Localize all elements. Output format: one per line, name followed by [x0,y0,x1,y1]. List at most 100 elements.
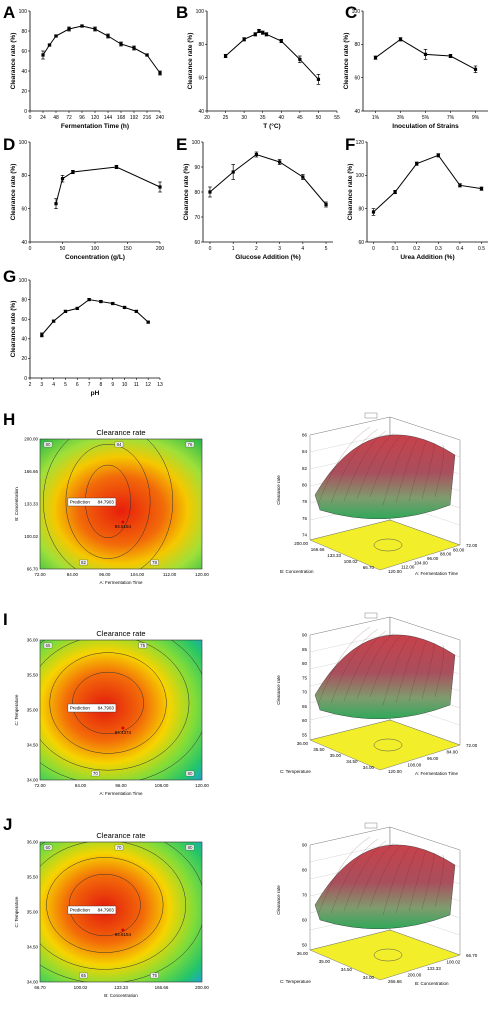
data-point [279,39,283,43]
x3d-tick-label: 34.50 [346,759,358,764]
y-tick-label: 20 [21,356,27,362]
panel-label-b: B [176,3,188,22]
x-tick-label: 25 [223,115,229,121]
contour-label: 65 [45,643,51,648]
z-tick-label: 74 [302,533,308,538]
data-point [231,170,235,174]
contour-label-box [79,559,88,566]
prediction-box [67,905,117,915]
y-axis-title-h: B: Concentration [14,487,19,521]
data-point [93,27,97,31]
response-surface [314,844,456,930]
mesh-line [395,438,419,504]
x-tick-label: 2 [255,246,258,252]
y-tick-label: 90 [194,165,200,171]
contour-label-box [114,844,124,851]
response-surface [314,434,456,520]
mesh-line [356,842,395,910]
y-tick-label: 36.00 [27,840,39,845]
y-tick-label: 100 [19,278,28,284]
y-tick-label: 34.50 [27,945,39,950]
y-tick-label: 80 [194,190,200,196]
x-tick-label: 144 [104,115,113,121]
x-tick-label: 9 [111,382,114,388]
x-tick-label: 216 [143,115,152,121]
contour-charts: Clearance rate 80 82 84 78 76 Prediction 84.790… [14,412,478,998]
floor-contour [373,948,403,962]
x-tick-label: 240 [156,115,165,121]
prediction-value: 84.7903 [98,908,115,913]
grid-line [309,433,391,453]
contour-label-box [43,642,53,649]
x-tick-label: 3 [40,382,43,388]
data-point [99,299,103,304]
contour-label: 75 [140,643,146,648]
data-point [393,190,397,194]
data-point [371,210,376,214]
contour-title-j: Clearance rate [96,831,145,840]
floor-plane [309,519,461,571]
mesh-line [369,844,403,908]
panel-label-d: D [3,135,15,154]
data-point [298,57,302,61]
x-tick-label: 8 [100,382,103,388]
y-tick-label: 66.70 [27,567,39,572]
x-tick-label: 104.00 [130,572,144,577]
panel-label-j: J [3,815,12,834]
x-tick-label: 72 [66,115,72,121]
surface-point-box [364,612,378,619]
chart-c: 40 60 80 100 1% 3% 5% 7% 9% Inoculation of Strain… [343,9,488,130]
y-axis-title-j: C: Temperature [14,896,19,927]
z-tick-label: 55 [302,733,308,738]
x3d-tick-label: 35.50 [313,747,325,752]
contour-label-box [91,770,100,777]
x-tick-label: 4 [52,382,55,388]
contour-label: 75 [152,973,158,978]
panel-label-c: C [345,3,357,22]
y-tick-label: 34.00 [27,778,39,783]
y-tick-label: 60 [358,240,364,246]
y3d-tick-label: 66.70 [466,953,478,958]
y-axis-title-c: Clearance rate (%) [343,33,350,90]
x-tick-label: 1% [372,115,380,121]
y3d-tick-label: 84.00 [447,750,459,755]
z-tick-label: 82 [302,466,308,471]
data-point [122,305,127,310]
contour-plot-j: Clearance rate 60 65 70 75 80 Prediction 84.790… [14,831,209,998]
mesh-line [317,626,371,706]
x-tick-label: 0 [372,246,375,252]
contour-label-box [150,559,159,566]
design-point-label: 84.6154 [115,932,132,937]
x-tick-label: 13 [157,382,163,388]
floor-plane [309,719,461,771]
x-tick-label: 50 [316,115,322,121]
y-tick-label: 80 [198,42,204,48]
x-tick-label: 120.00 [195,572,209,577]
x-tick-label: 30 [241,115,247,121]
data-point [458,183,462,187]
data-point [254,152,258,157]
data-point [146,320,150,324]
floor-plane [309,929,461,981]
y-tick-label: 60 [198,75,204,81]
surface-point-box [364,822,378,829]
x-axis-title-i: A: Fermentation Time [99,791,143,796]
data-point [134,309,138,313]
data-point [158,185,162,189]
contour-label-box [138,642,147,649]
data-point [54,34,58,38]
contour-label: 80 [45,442,51,447]
y-axis-title-d: Clearance rate (%) [10,164,17,221]
contour-plot-i: Clearance rate 65 70 75 80 Prediction 84.7903 8… [14,629,209,796]
contour-label: 78 [152,560,158,565]
contour-label: 82 [81,560,87,565]
data-point [71,170,75,174]
data-point [324,202,328,207]
prediction-label: Prediction [70,706,91,711]
x-tick-label: 200 [156,246,165,252]
x-axis-title-d: Concentration (g/L) [65,254,125,261]
z-tick-label: 78 [302,499,308,504]
contour-line [49,652,167,754]
y-tick-label: 100 [19,140,28,146]
